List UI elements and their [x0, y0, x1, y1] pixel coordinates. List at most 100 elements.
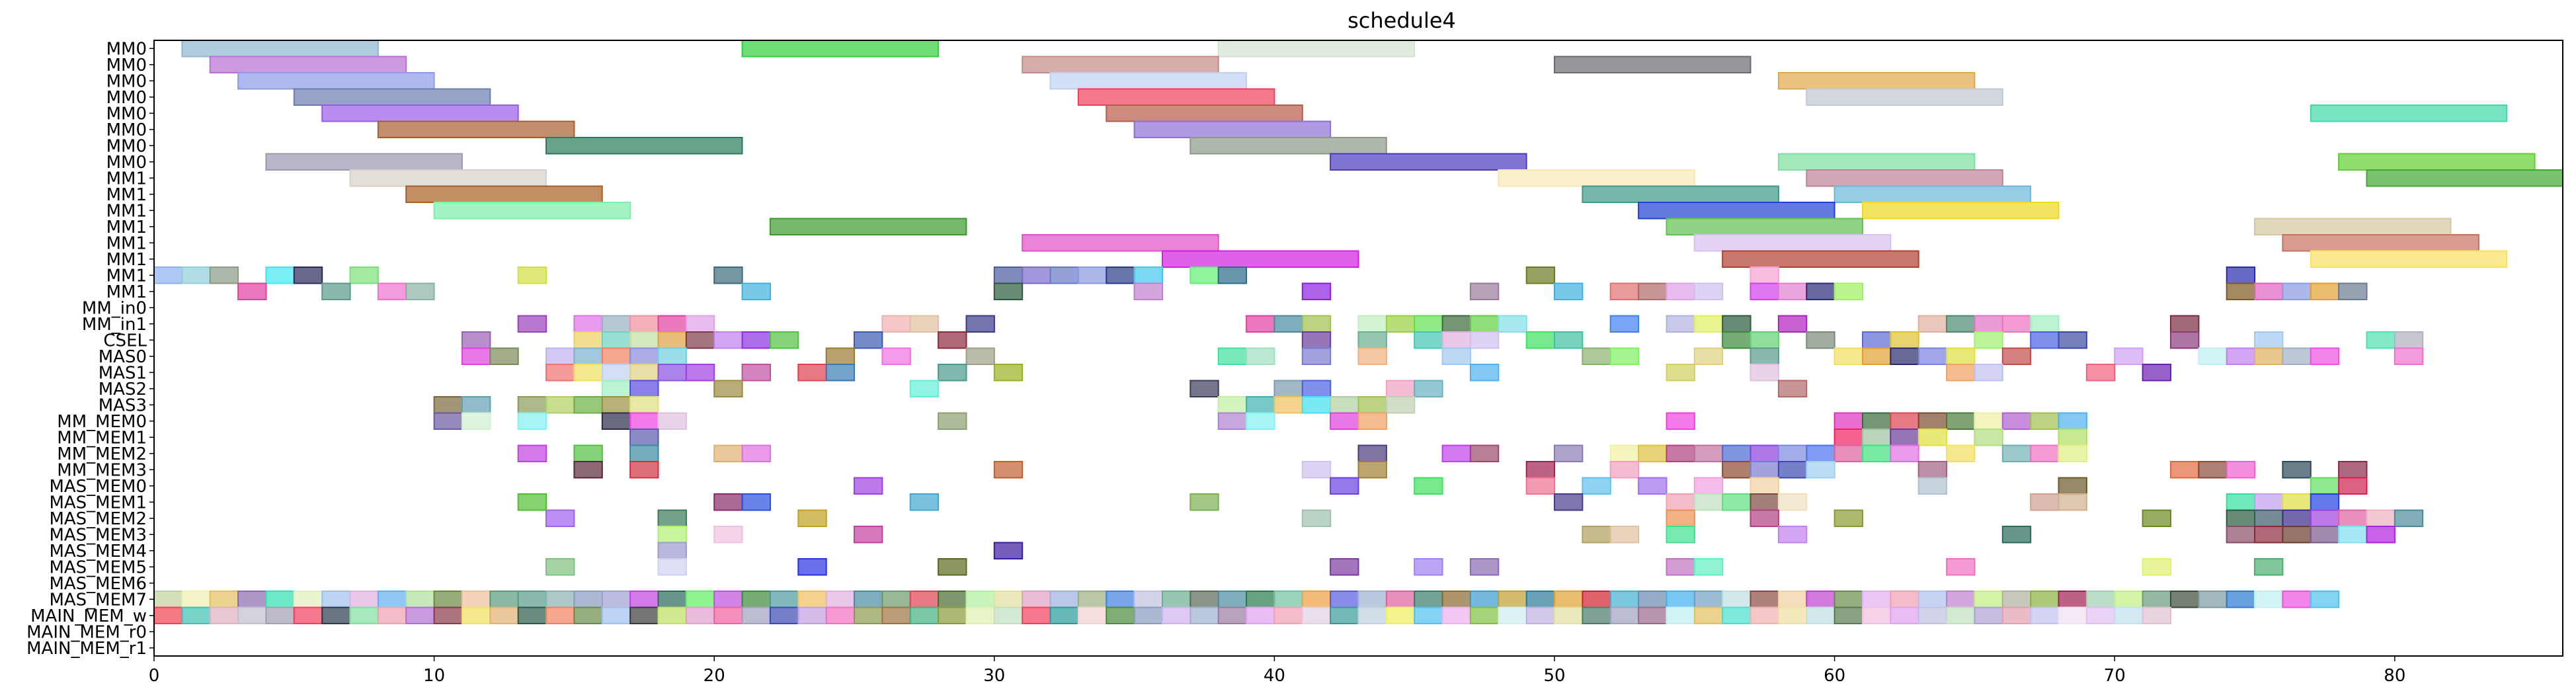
schedule-bar	[1357, 412, 1387, 430]
schedule-bar	[1498, 591, 1527, 608]
schedule-bar	[1750, 331, 1779, 349]
schedule-bar	[2338, 509, 2368, 527]
schedule-bar	[2058, 429, 2087, 446]
schedule-bar	[1357, 461, 1387, 479]
y-tick-label: MM0	[106, 153, 147, 173]
schedule-bar	[1441, 444, 1472, 462]
schedule-bar	[462, 347, 491, 365]
y-tick-label: CSEL	[103, 331, 147, 350]
schedule-bar	[1441, 331, 1472, 349]
schedule-bar	[1638, 591, 1668, 608]
schedule-bar	[854, 477, 883, 495]
x-tick-label: 50	[1543, 666, 1565, 686]
schedule-bar	[881, 606, 911, 624]
chart-title: schedule4	[1348, 8, 1456, 33]
schedule-bar	[1722, 444, 1751, 462]
schedule-bar	[797, 509, 827, 527]
schedule-bar	[1777, 461, 1808, 479]
schedule-bar	[2085, 364, 2116, 382]
schedule-bar	[1693, 282, 1724, 300]
y-tick-label: MAS_MEM3	[49, 525, 147, 545]
y-tick-labels: MM0MM0MM0MM0MM0MM0MM0MM0MM1MM1MM1MM1MM1M…	[26, 39, 154, 659]
schedule-bar	[517, 412, 547, 430]
x-tick-label: 40	[1264, 666, 1285, 686]
schedule-bar	[1330, 396, 1359, 414]
y-tick-label: MM_MEM2	[57, 444, 147, 464]
schedule-bar	[1777, 315, 1808, 333]
schedule-bar	[2254, 558, 2284, 576]
schedule-bar	[462, 412, 491, 430]
schedule-bar	[629, 364, 659, 382]
schedule-bar	[1414, 331, 1443, 349]
schedule-bar	[573, 591, 603, 608]
schedule-bar	[1301, 509, 1332, 527]
schedule-bar	[881, 315, 911, 333]
schedule-bar	[2114, 591, 2144, 608]
schedule-bar	[293, 88, 491, 106]
schedule-bar	[1750, 282, 1779, 300]
schedule-bar	[713, 266, 743, 284]
schedule-bar	[713, 444, 743, 462]
schedule-bar	[685, 606, 715, 624]
schedule-bar	[1441, 347, 1472, 365]
schedule-bar	[1106, 104, 1303, 122]
y-tick-label: MM0	[106, 39, 147, 59]
y-tick-label: MM_in1	[82, 315, 147, 335]
schedule-bar	[1917, 461, 1948, 479]
schedule-bar	[1133, 266, 1163, 284]
schedule-bar	[2114, 347, 2144, 365]
schedule-bar	[321, 591, 351, 608]
schedule-bar	[1022, 266, 1051, 284]
schedule-bar	[2310, 347, 2340, 365]
schedule-bar	[1750, 493, 1779, 511]
schedule-bar	[1246, 396, 1275, 414]
schedule-bar	[1890, 331, 1919, 349]
schedule-bar	[573, 461, 603, 479]
schedule-bar	[1833, 429, 1864, 446]
schedule-bar	[377, 120, 575, 138]
schedule-bar	[1750, 444, 1779, 462]
schedule-bar	[293, 266, 323, 284]
schedule-bar	[1917, 315, 1948, 333]
schedule-bar	[629, 444, 659, 462]
schedule-bar	[321, 282, 351, 300]
schedule-bar	[601, 315, 631, 333]
schedule-bar	[629, 591, 659, 608]
schedule-bar	[601, 412, 631, 430]
schedule-bar	[1049, 606, 1079, 624]
schedule-bar	[938, 558, 967, 576]
x-tick-label: 10	[423, 666, 445, 686]
schedule-bar	[349, 591, 379, 608]
schedule-bar	[1022, 56, 1219, 73]
schedule-bar	[1722, 250, 1919, 268]
schedule-bar	[1890, 444, 1919, 462]
schedule-bar	[1750, 364, 1779, 382]
schedule-bar	[2226, 266, 2256, 284]
schedule-bar	[1917, 591, 1948, 608]
schedule-bar	[2001, 591, 2032, 608]
schedule-bar	[2198, 347, 2228, 365]
schedule-bar	[2338, 282, 2368, 300]
schedule-bar	[2058, 606, 2087, 624]
schedule-bar	[1301, 315, 1332, 333]
y-tick-label: MM1	[106, 250, 147, 270]
schedule-bar	[909, 606, 940, 624]
schedule-bar	[965, 347, 995, 365]
schedule-bar	[1638, 282, 1668, 300]
schedule-bar	[1469, 282, 1500, 300]
schedule-bar	[1357, 606, 1387, 624]
schedule-bar	[1750, 509, 1779, 527]
schedule-bar	[993, 364, 1024, 382]
schedule-bar	[657, 558, 687, 576]
schedule-bar	[1833, 444, 1864, 462]
schedule-bar	[2058, 493, 2087, 511]
schedule-bar	[1273, 396, 1303, 414]
schedule-bar	[1750, 591, 1779, 608]
schedule-bar	[433, 396, 463, 414]
y-tick-label: MM_MEM0	[57, 412, 147, 432]
schedule-bar	[1357, 444, 1387, 462]
schedule-bar	[2030, 331, 2060, 349]
schedule-bar	[1666, 412, 1695, 430]
schedule-bar	[909, 493, 940, 511]
schedule-bar	[1862, 591, 1892, 608]
